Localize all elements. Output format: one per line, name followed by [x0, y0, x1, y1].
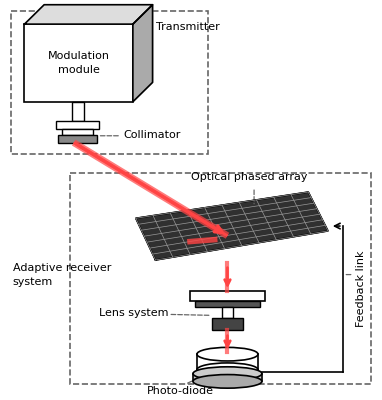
Bar — [197, 354, 258, 370]
Bar — [56, 121, 99, 129]
Bar — [212, 318, 243, 330]
Text: Feedback link: Feedback link — [356, 251, 366, 327]
Text: Optical phased array: Optical phased array — [191, 172, 308, 182]
Bar — [222, 307, 233, 318]
Bar — [24, 24, 133, 102]
Text: Lens system: Lens system — [99, 308, 168, 318]
Bar — [58, 135, 97, 142]
Bar — [193, 374, 262, 381]
Bar — [11, 10, 208, 154]
Polygon shape — [136, 192, 328, 260]
Bar — [195, 301, 260, 307]
Ellipse shape — [197, 347, 258, 361]
Text: Modulation
module: Modulation module — [48, 51, 110, 75]
Polygon shape — [133, 5, 152, 102]
Bar — [62, 129, 94, 135]
Text: Collimator: Collimator — [123, 130, 180, 140]
Polygon shape — [24, 5, 152, 24]
Bar — [72, 102, 84, 121]
Bar — [190, 291, 265, 301]
Text: Adaptive receiver
system: Adaptive receiver system — [13, 262, 111, 286]
Text: Transmitter: Transmitter — [155, 22, 219, 32]
Ellipse shape — [193, 367, 262, 380]
Ellipse shape — [193, 374, 262, 388]
Bar — [70, 173, 371, 384]
Text: Photo-diode: Photo-diode — [147, 386, 214, 396]
Ellipse shape — [197, 363, 258, 376]
